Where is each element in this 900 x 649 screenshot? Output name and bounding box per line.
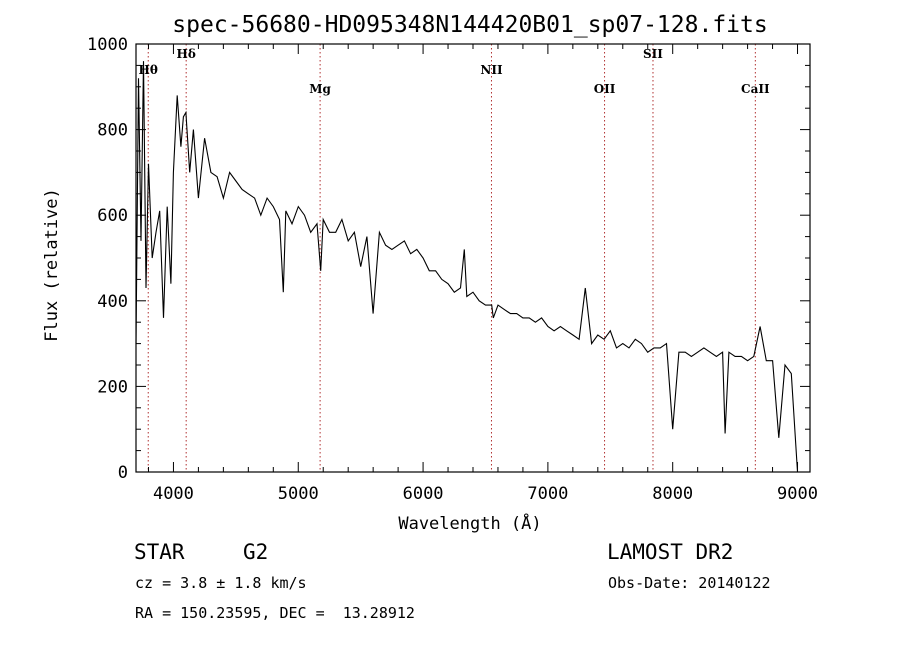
y-tick-label: 400 (97, 292, 128, 312)
x-tick-label: 9000 (777, 484, 818, 504)
plot-axes: 4000 5000 6000 7000 8000 9000 0 200 400 600 800 100… (87, 35, 818, 504)
line-marker-label: Hθ (139, 63, 158, 77)
y-tick-label: 0 (118, 463, 128, 483)
observation-date: Obs-Date: 20140122 (608, 574, 771, 592)
line-marker-label: CaII (741, 82, 770, 96)
x-tick-label: 4000 (153, 484, 194, 504)
plot-frame (135, 43, 811, 473)
coordinates: RA = 150.23595, DEC = 13.28912 (135, 604, 415, 622)
line-marker-label: SII (643, 47, 663, 61)
y-tick-label: 1000 (87, 35, 128, 55)
y-tick-label: 200 (97, 377, 128, 397)
line-marker-label: NII (480, 63, 503, 77)
line-marker-label: OII (594, 82, 616, 96)
spectrum-line (135, 61, 799, 473)
line-marker-label: Mg (309, 82, 331, 96)
y-tick-label: 600 (97, 206, 128, 226)
survey-name: LAMOST DR2 (607, 540, 734, 564)
x-tick-label: 6000 (403, 484, 444, 504)
x-tick-label: 5000 (278, 484, 319, 504)
line-marker-label: Hδ (177, 47, 196, 61)
y-axis-label: Flux (relative) (42, 188, 62, 342)
x-tick-label: 7000 (527, 484, 568, 504)
spectral-line-markers: Hθ Hδ Mg NII OII SII CaII (139, 44, 770, 472)
subclass: G2 (243, 540, 269, 564)
object-type: STAR (134, 540, 185, 564)
redshift-velocity: cz = 3.8 ± 1.8 km/s (135, 574, 307, 592)
y-tick-label: 800 (97, 121, 128, 141)
chart-title: spec-56680-HD095348N144420B01_sp07-128.f… (172, 12, 767, 38)
x-axis-label: Wavelength (Å) (398, 512, 541, 534)
x-tick-label: 8000 (652, 484, 693, 504)
